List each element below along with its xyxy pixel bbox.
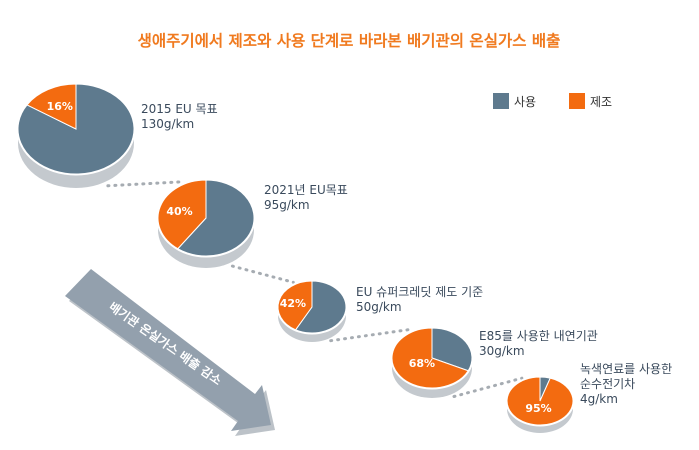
pie-label-line: 50g/km (356, 300, 402, 314)
pie-4: 68% E85를 사용한 내연기관 30g/km (390, 326, 598, 398)
pie-slice-use (431, 327, 473, 372)
pie-slice-use (176, 179, 255, 257)
pie-pct-label: 16% (47, 100, 73, 113)
connector-line (452, 376, 524, 398)
pie-label: 녹색연료를 사용한 순수전기차 4g/km (580, 362, 672, 406)
pie-label: 2021년 EU목표 95g/km (264, 183, 348, 212)
pie-pct-label: 42% (280, 297, 306, 310)
pie-pct-label: 40% (166, 205, 192, 218)
pie-3: 42% EU 슈퍼크레딧 제도 기준 50g/km (276, 279, 483, 342)
pie-slice-manufacture (26, 83, 77, 130)
pie-label-line: 순수전기차 (580, 377, 635, 391)
pie-label: 2015 EU 목표 130g/km (141, 102, 218, 131)
connector-dots (106, 180, 524, 398)
pie-label-line: 95g/km (264, 198, 310, 212)
pie-label: EU 슈퍼크레딧 제도 기준 50g/km (356, 285, 483, 314)
legend-label-use: 사용 (514, 95, 536, 109)
pie-label-line: E85를 사용한 내연기관 (479, 329, 598, 343)
connector-line (230, 264, 295, 284)
pie-label-line: 2021년 EU목표 (264, 183, 348, 197)
pie-label: E85를 사용한 내연기관 30g/km (479, 329, 598, 358)
pie-label-line: 130g/km (141, 117, 194, 131)
pie-label-line: 2015 EU 목표 (141, 102, 218, 116)
legend: 사용 제조 (493, 93, 612, 109)
legend-swatch-manufacture (569, 93, 585, 109)
pie-slice-use (294, 280, 347, 334)
reduction-arrow: 배기관 온실가스 배출 감소 (65, 269, 275, 436)
pie-label-line: 4g/km (580, 392, 618, 406)
pie-slice-manufacture (391, 327, 469, 389)
pie-slice-manufacture (277, 280, 313, 331)
pie-label-line: EU 슈퍼크레딧 제도 기준 (356, 285, 483, 299)
legend-swatch-use (493, 93, 509, 109)
reduction-arrow-label: 배기관 온실가스 배출 감소 (106, 299, 224, 388)
pie-label-line: 30g/km (479, 344, 525, 358)
connector-line (329, 328, 412, 343)
pie-slice-manufacture (157, 179, 207, 250)
reduction-arrow-body (65, 269, 271, 431)
pie-slice-manufacture (506, 376, 574, 426)
pie-1: 16% 2015 EU 목표 130g/km (16, 82, 218, 188)
chart-title: 생애주기에서 제조와 사용 단계로 바라본 배기관의 온실가스 배출 (138, 31, 561, 50)
legend-label-manufacture: 제조 (590, 95, 612, 109)
pie-pct-label: 68% (409, 357, 435, 370)
pie-2: 40% 2021년 EU목표 95g/km (156, 178, 348, 268)
pie-pct-label: 95% (525, 402, 551, 415)
pie-label-line: 녹색연료를 사용한 (580, 362, 672, 376)
connector-line (106, 180, 182, 188)
pie-5: 95% 녹색연료를 사용한 순수전기차 4g/km (505, 362, 672, 433)
